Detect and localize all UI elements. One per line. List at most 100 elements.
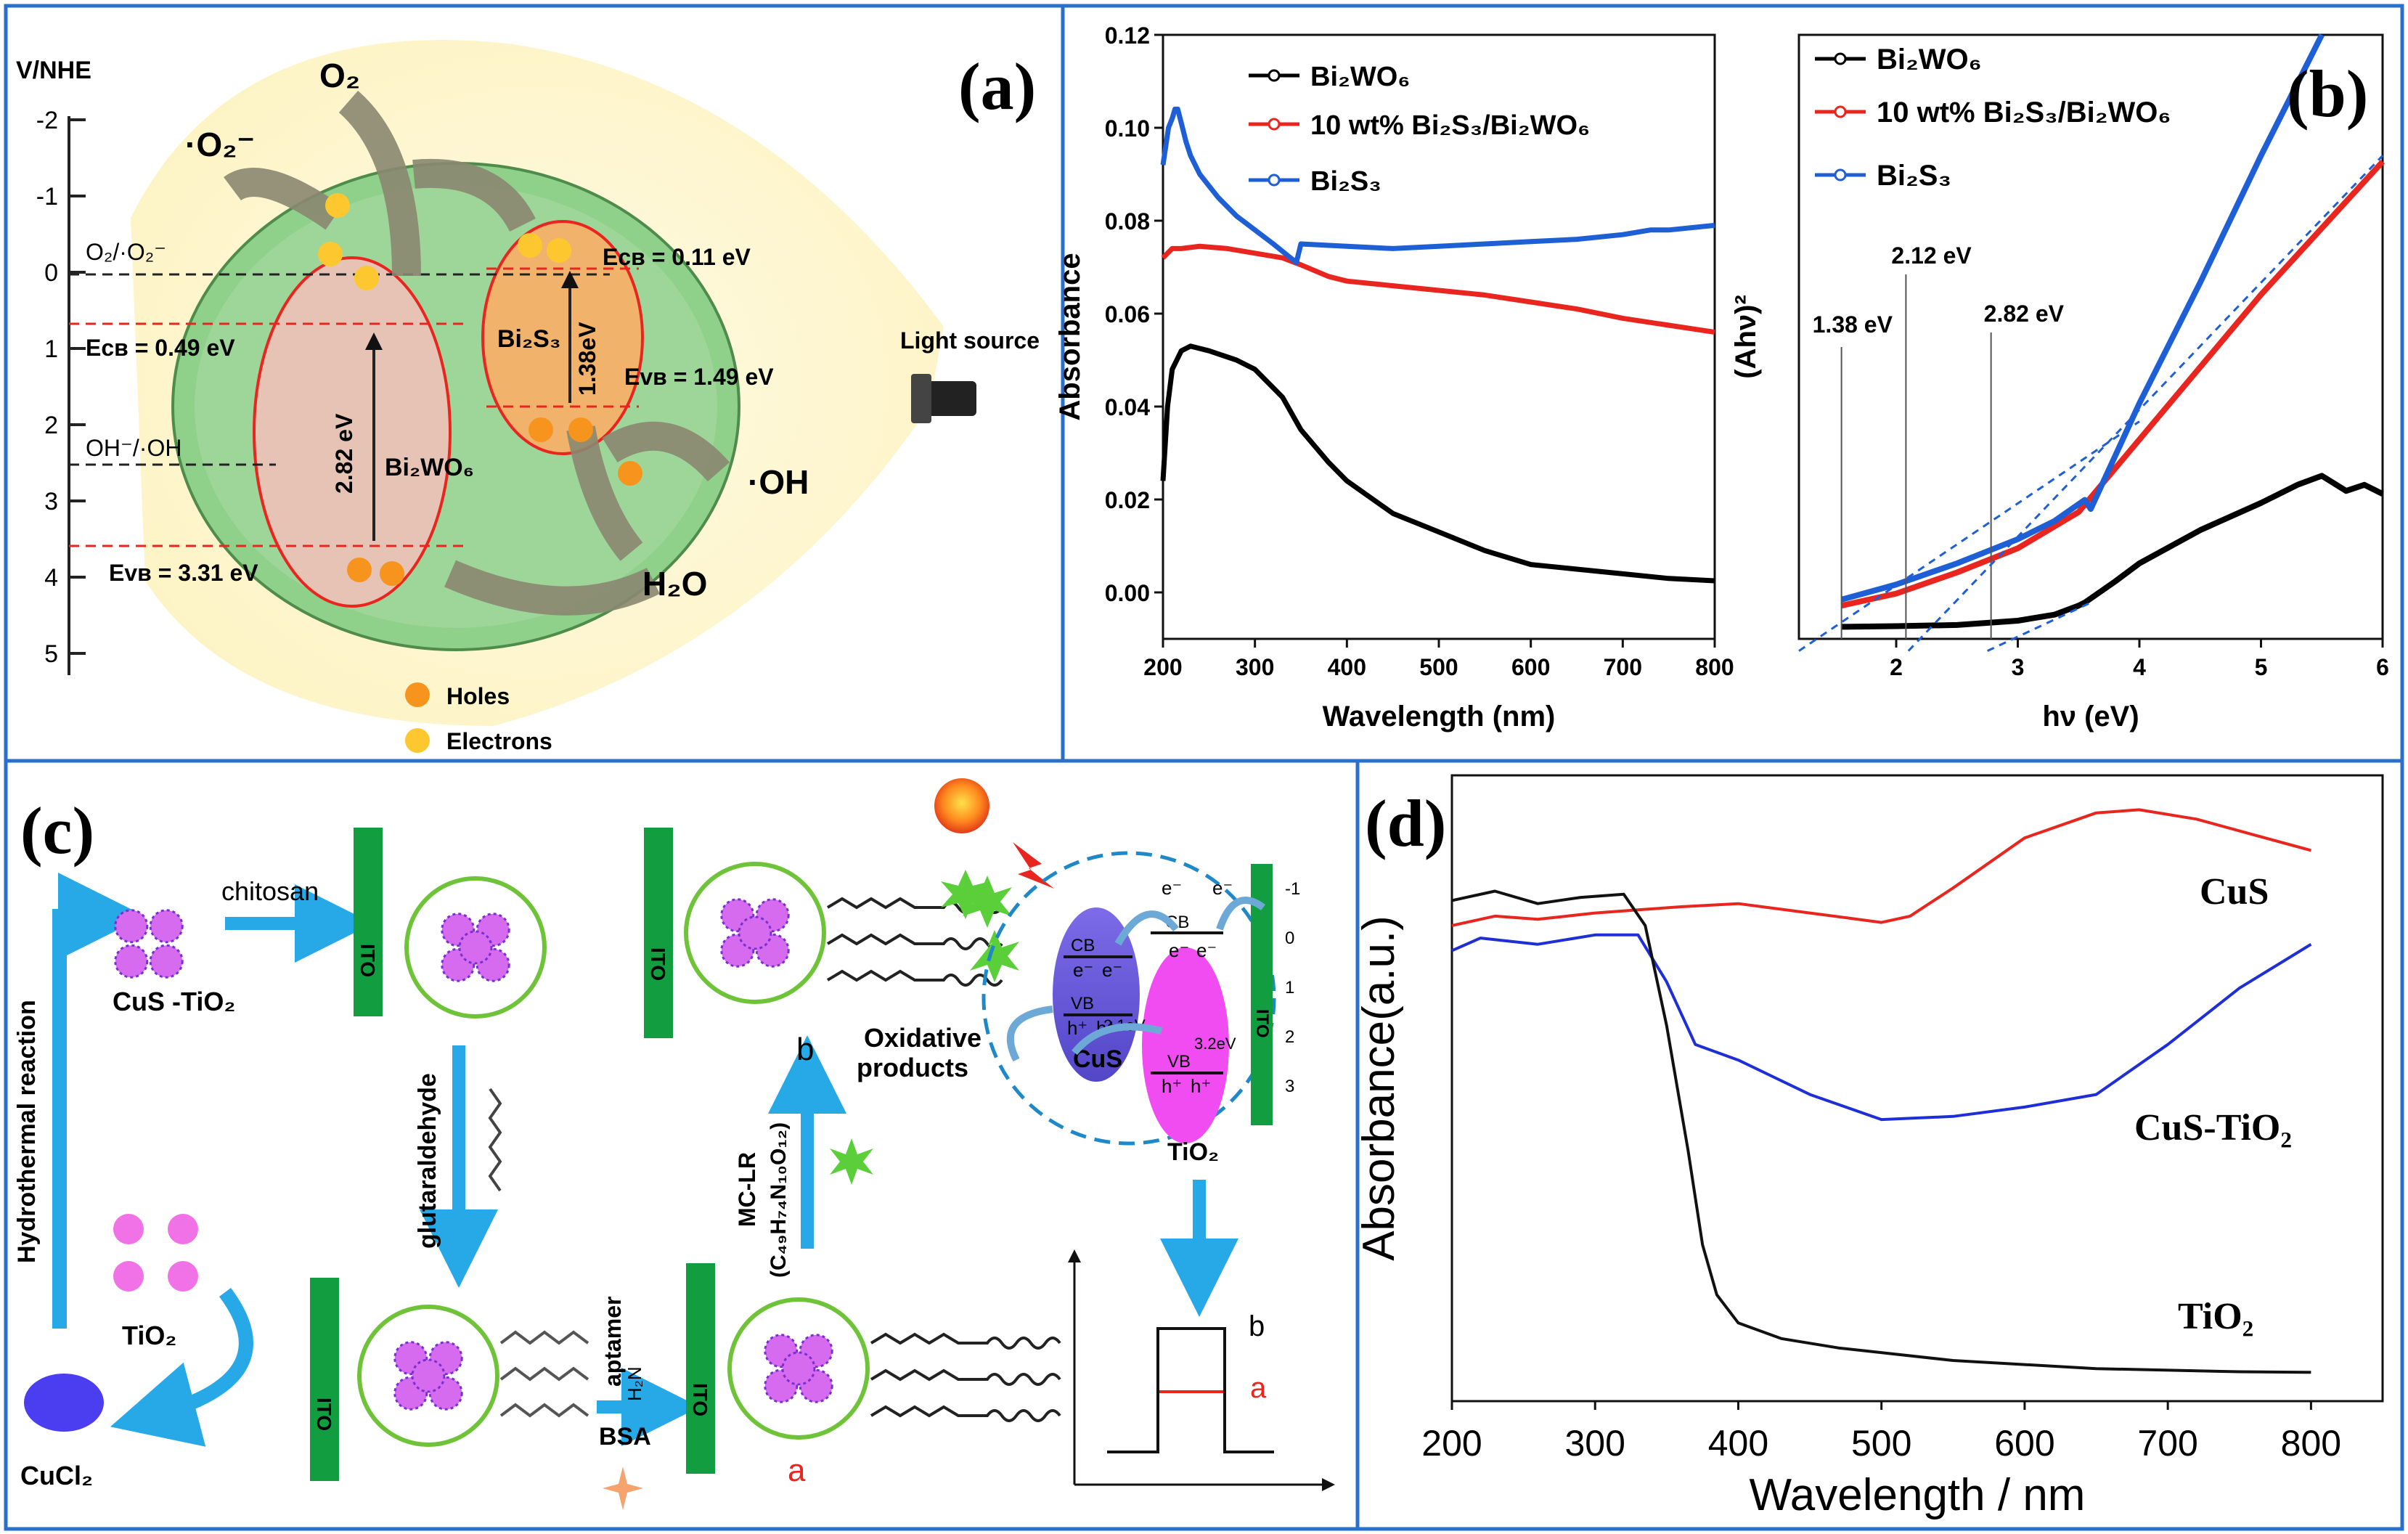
y-tick-label: 0.04 [1105,394,1150,420]
tio2-label: TiO₂ [122,1321,176,1350]
hole-dot [528,417,553,442]
bwo-name: Bi₂WO₆ [385,454,474,481]
y-tick-label: 0.10 [1105,115,1150,142]
series-label: TiO₂ [2178,1296,2253,1337]
cus-tio2-particles [114,909,184,979]
ito-electrode [310,1278,339,1481]
potential-label: 1 [1285,978,1294,997]
hole-dot [347,558,372,582]
x-tick-label: 500 [1419,654,1458,680]
hole-dot [568,417,593,442]
gap-annotation: 2.12 eV [1891,242,1972,269]
series-line-1 [1840,160,2385,609]
pec-e-top2: e⁻ [1212,877,1233,899]
electron-dot [354,266,379,290]
holes-legend-icon [405,682,430,707]
ecb-bwo-label: Eᴄʙ = 0.49 eV [86,335,235,361]
ito-label: ITO [647,947,669,981]
legend-label: Bi₂S₃ [1877,160,1951,192]
plot-frame [1450,774,2384,1403]
vnhe-axis-title: V/NHE [16,57,91,84]
series-line-0 [1451,808,2311,927]
particle-cluster [393,1341,463,1411]
tio2-e2: e⁻ [1196,939,1217,961]
series-label: CuS-TiO₂ [2134,1107,2292,1149]
o2-reduction-arrow [338,90,421,277]
oxidative-arrow [1006,1005,1053,1062]
y-axis-label: Absorbance [1054,253,1086,420]
x-axis-label: Wavelength / nm [1750,1470,2086,1520]
potential-label: 0 [1285,929,1294,948]
bi2wo6-ellipse [253,256,452,608]
x-axis-label: hν (eV) [2042,701,2139,733]
electron-dot [325,193,350,218]
cus-nanoparticle [114,909,149,944]
ito-label: ITO [356,944,379,977]
light-source-label: Light source [900,327,1040,354]
bs-name: Bi₂S₃ [497,325,561,353]
cus-h1: h⁺ [1067,1017,1087,1039]
x-tick-label: 4 [2133,654,2146,680]
ito-electrode [686,1263,715,1474]
ito-label: ITO [313,1398,335,1431]
tangent-line [1798,420,2140,652]
legend-marker [1268,118,1281,131]
panel-a: (a) V/NHE -2 -1 0 1 2 3 4 5 O₂/·O₂⁻ Eᴄʙ = 0.49 … [16,40,1040,754]
panel-c-frame [4,759,1360,1531]
x-tick-label: 200 [1143,654,1182,680]
cb-label: CB [1071,936,1095,955]
vnhe-tick-label: 2 [44,412,58,439]
cus-nanoparticle [149,909,184,944]
series-line-1 [1161,243,1715,335]
legend-label: Bi₂WO₆ [1877,44,1982,76]
x-tick-label: 800 [2281,1423,2341,1464]
evb-bwo-label: Eᴠʙ = 3.31 eV [109,560,258,586]
vnhe-tick-label: 4 [44,564,58,592]
h2o-label: H₂O [642,565,707,603]
series-line-1 [1451,933,2312,1122]
glow-stars [941,870,990,919]
cus-e2: e⁻ [1102,959,1122,981]
bsa-star-icon [603,1466,643,1510]
x-tick-label: 3 [2012,654,2025,680]
panel-b-absorbance-chart: 200 300 400 500 600 700 800 0.00 0.02 0.04 0.06 0.0… [1054,23,1734,733]
panel-b-label: (b) [2287,57,2368,131]
bwo-to-bs-arrow [412,158,536,232]
x-tick-label: 700 [1604,654,1642,680]
products-label: products [857,1053,968,1082]
series-line-2 [1840,33,2325,603]
tio2-particle [113,1261,144,1292]
series-line-0 [1160,343,1715,584]
pc-label-b: b [1249,1310,1265,1342]
mclr-formula: (C₄₉H₇₄N₁₀O₁₂) [767,1122,791,1278]
hole-dot [618,461,642,486]
legend-label: Bi₂S₃ [1310,166,1381,197]
tio2-h2: h⁺ [1191,1075,1211,1097]
potential-label: 3 [1285,1077,1294,1096]
cus-tio2-label: CuS -TiO₂ [113,987,235,1016]
bs-gap-label: 1.38eV [574,322,600,396]
x-tick-label: 300 [1565,1423,1625,1464]
pec-e-top1: e⁻ [1162,877,1182,899]
cus-nanoparticle [781,1351,816,1386]
electron-dot [547,238,571,263]
potential-scale: -1 0 1 2 3 [1285,879,1300,1096]
y-axis-label: (Ahν)² [1730,295,1762,379]
particle-cluster [441,913,510,982]
vnhe-tick-label: 0 [44,259,58,287]
aptamer-chains [870,1332,1061,1422]
gap-annotation: 2.82 eV [1984,301,2065,327]
cus-nanoparticle [149,944,184,979]
gap-annotation: 1.38 eV [1813,311,1893,338]
mclr-bound-icon [970,930,1019,982]
hydrothermal-label: Hydrothermal reaction [13,1000,41,1263]
oh-radical-label: ·OH [748,463,809,501]
particle-cluster [720,898,790,968]
light-source-lens [911,374,931,423]
oxidation-arrow [1072,1023,1163,1056]
bsa-label: BSA [599,1423,651,1451]
bwo-gap-label: 2.82 eV [331,413,357,494]
ito-label: ITO [689,1383,711,1416]
state-b-label: b [796,1032,814,1067]
